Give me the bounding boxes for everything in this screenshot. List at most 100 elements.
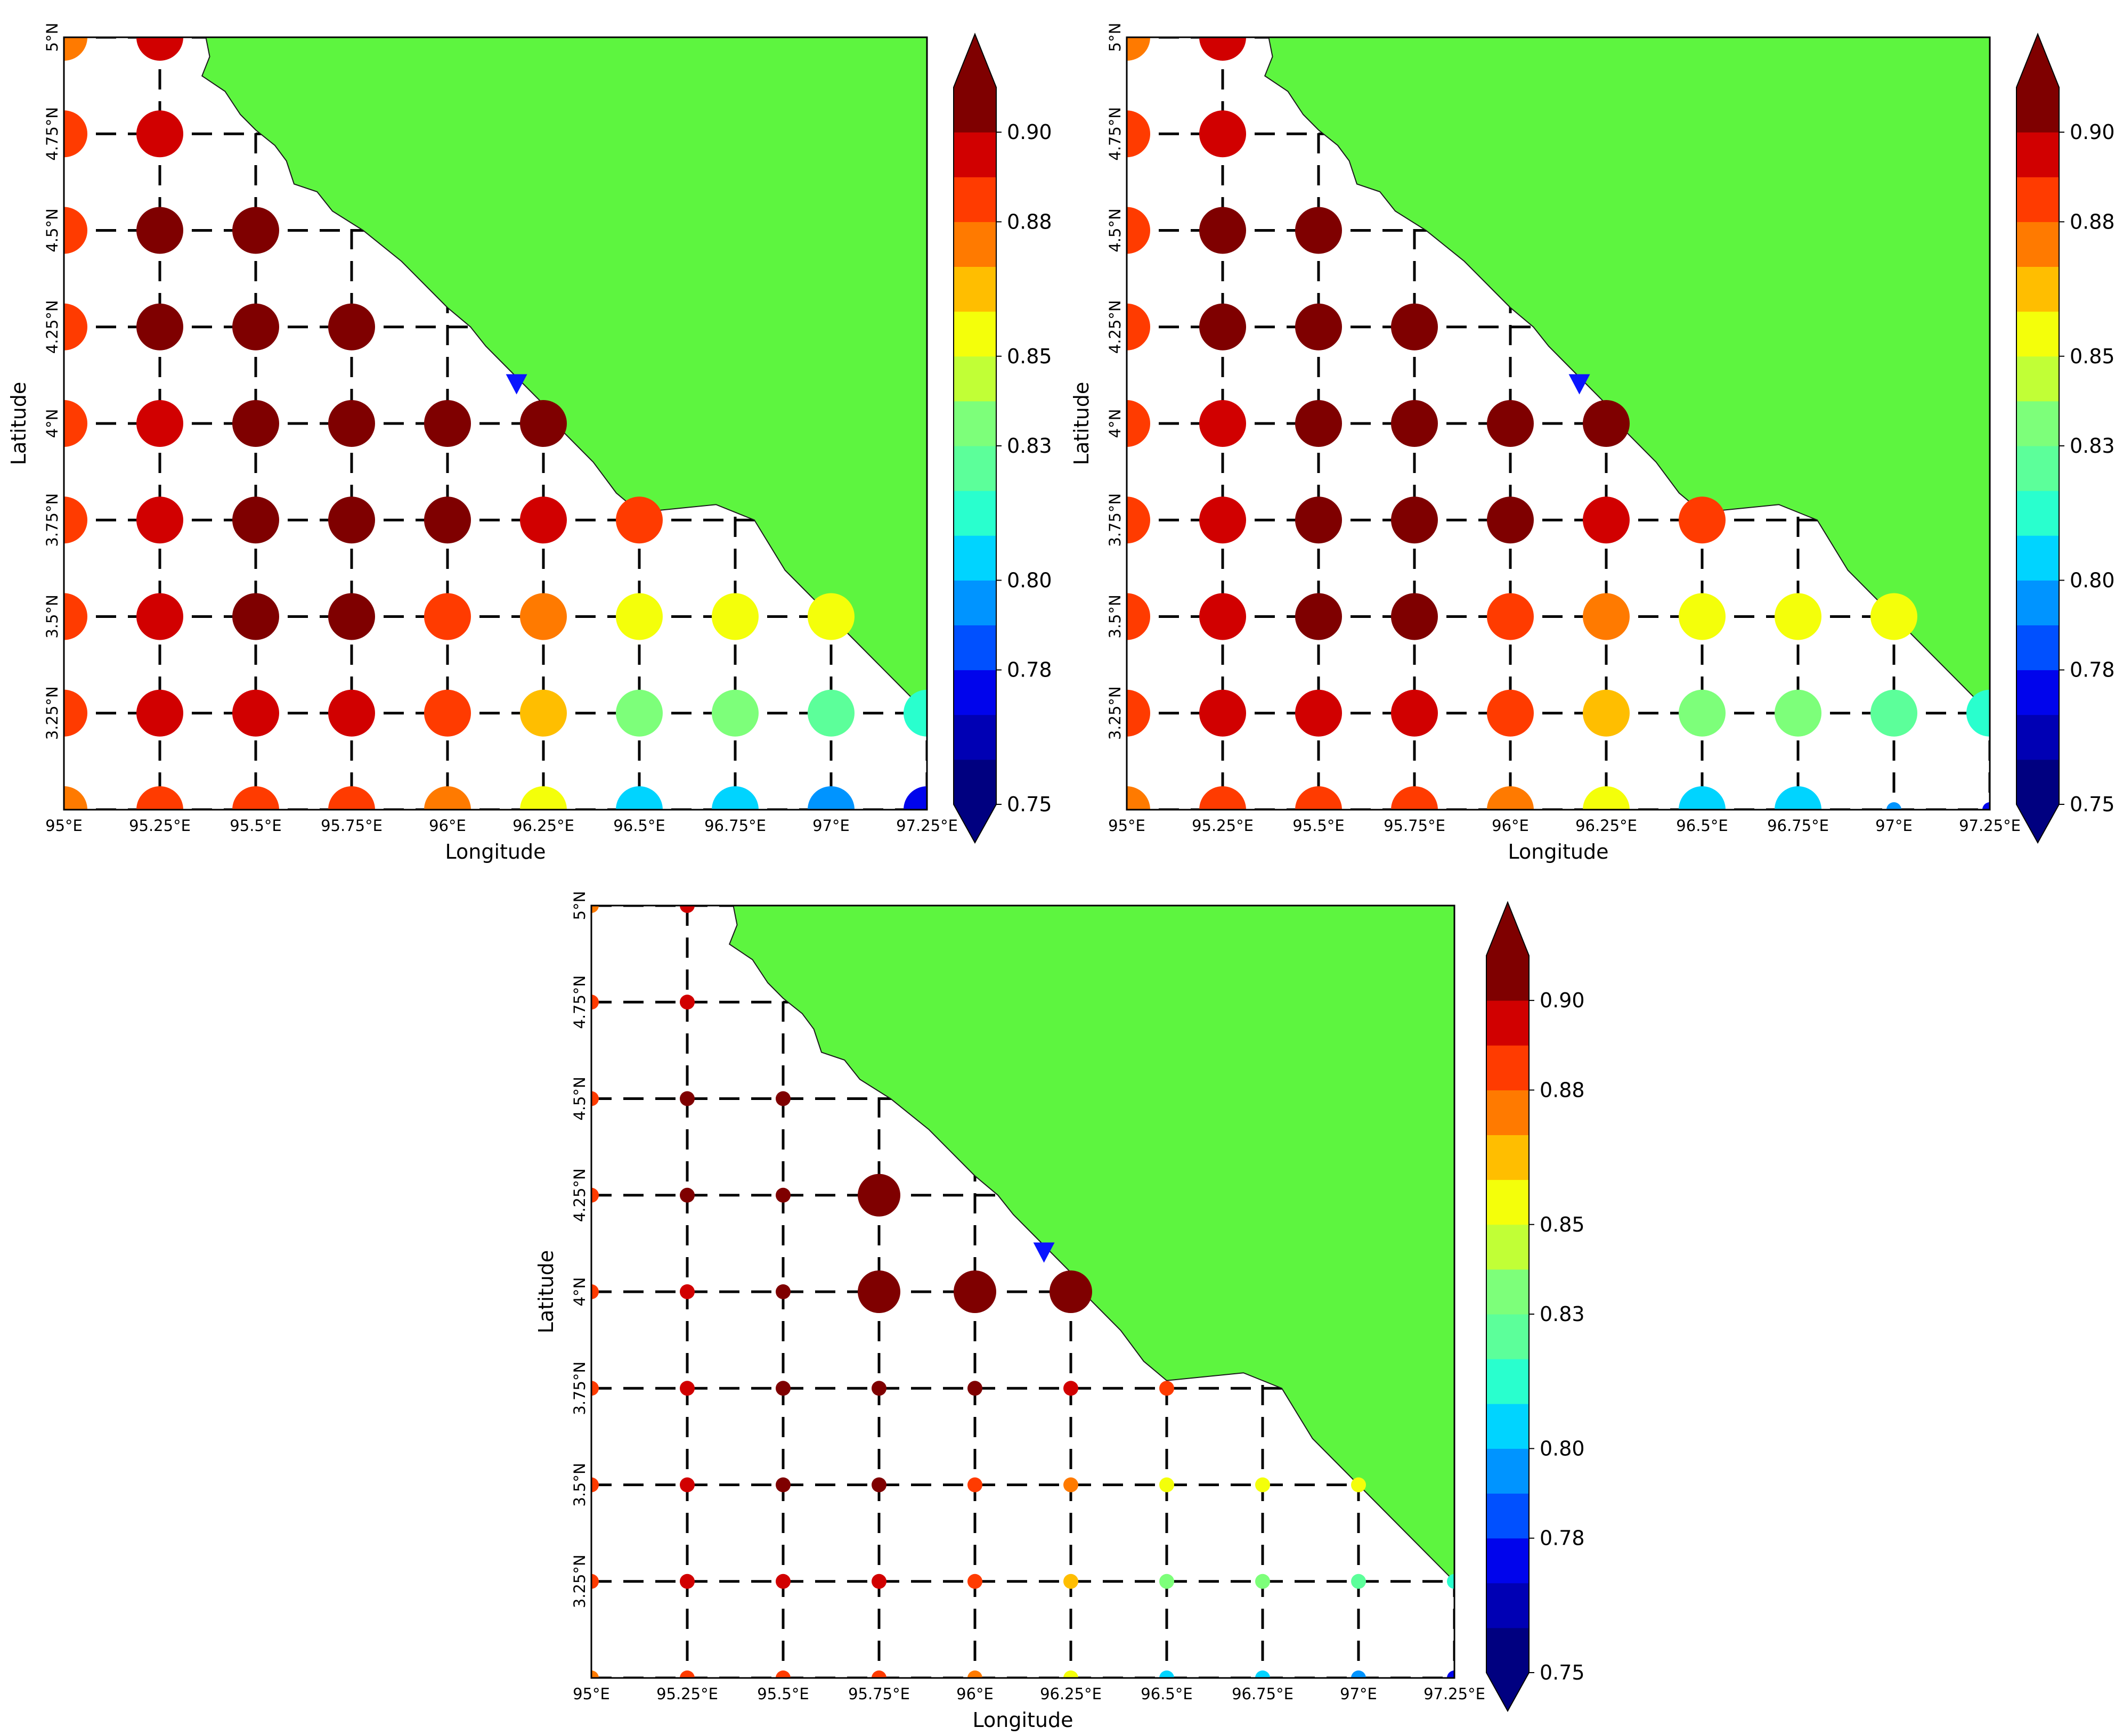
colorbar-segment — [1486, 1627, 1529, 1673]
colorbar-extend-bottom — [1486, 1673, 1529, 1711]
data-point — [858, 1173, 900, 1217]
data-point — [1679, 593, 1726, 640]
colorbar-segment — [2016, 670, 2059, 715]
colorbar-segment — [1486, 1269, 1529, 1315]
data-point — [680, 1187, 695, 1203]
data-point — [1775, 689, 1821, 737]
x-tick-label: 95.75°E — [321, 817, 383, 835]
data-point — [872, 1477, 886, 1493]
y-tick-label: 3.75°N — [1106, 493, 1124, 547]
y-tick-label: 4.25°N — [43, 300, 61, 354]
data-point — [1159, 1381, 1174, 1396]
data-point — [1159, 1670, 1174, 1678]
data-point — [1886, 802, 1901, 810]
data-point — [1391, 400, 1438, 447]
colorbar-segment — [954, 759, 996, 805]
plot-area — [64, 37, 927, 810]
colorbar-tick-label: 0.88 — [2070, 210, 2115, 233]
colorbar-extend-top — [1486, 902, 1529, 956]
colorbar-segment — [954, 177, 996, 222]
colorbar-tick-label: 0.75 — [1540, 1661, 1585, 1684]
colorbar-tick-label: 0.90 — [1007, 120, 1052, 144]
x-tick-label: 95.5°E — [230, 817, 281, 835]
data-point — [1295, 400, 1342, 447]
data-point — [1159, 1574, 1174, 1589]
colorbar-segment — [2016, 87, 2059, 133]
data-point — [1199, 110, 1246, 158]
data-point — [967, 1670, 982, 1678]
x-tick-label: 96.25°E — [1040, 1685, 1102, 1703]
data-point — [808, 786, 855, 810]
data-point — [591, 1381, 599, 1396]
y-tick-label: 3.25°N — [43, 686, 61, 740]
data-point — [1127, 496, 1150, 544]
data-point — [328, 303, 375, 351]
data-point — [967, 1574, 982, 1589]
data-point — [424, 496, 471, 544]
data-point — [616, 786, 663, 810]
data-point — [680, 1091, 695, 1106]
colorbar: 0.90 0.88 0.85 0.83 0.80 0.78 0.75 — [953, 32, 1052, 844]
data-point — [232, 786, 279, 810]
colorbar-segment — [954, 446, 996, 491]
y-tick-label: 4.5°N — [571, 1077, 589, 1120]
colorbar-segment — [1486, 1583, 1529, 1628]
data-point — [712, 593, 759, 640]
data-point — [1775, 593, 1821, 640]
data-point — [1295, 496, 1342, 544]
data-point — [616, 689, 663, 737]
colorbar-segment — [1486, 1448, 1529, 1494]
data-point — [680, 1574, 695, 1589]
data-point — [232, 593, 279, 640]
data-point — [776, 1477, 791, 1493]
data-point — [808, 593, 855, 640]
data-point — [424, 593, 471, 640]
data-point — [1583, 400, 1630, 447]
colorbar-segment — [2016, 311, 2059, 357]
data-point — [1966, 689, 1990, 737]
data-point — [1127, 207, 1150, 254]
x-tick-label: 95.25°E — [129, 817, 191, 835]
data-point — [328, 496, 375, 544]
x-tick-label: 95.5°E — [1292, 817, 1344, 835]
colorbar-segment — [954, 625, 996, 671]
colorbar-tick-label: 0.78 — [2070, 658, 2115, 682]
data-point — [232, 303, 279, 351]
data-point — [232, 207, 279, 254]
data-point — [776, 1187, 791, 1203]
data-point — [1583, 496, 1630, 544]
data-point — [1255, 1574, 1270, 1589]
data-point — [1447, 1670, 1454, 1678]
x-tick-label: 97.25°E — [1423, 1685, 1485, 1703]
colorbar-tick-label: 0.78 — [1007, 658, 1052, 682]
map-svg-top-right: 95°E 95.25°E 95.5°E 95.75°E 96°E 96.25°E 96.5°… — [1070, 23, 2115, 863]
data-point — [1199, 400, 1246, 447]
colorbar-segment — [2016, 222, 2059, 267]
data-point — [64, 786, 87, 810]
data-point — [1127, 37, 1150, 61]
colorbar-segment — [1486, 1045, 1529, 1090]
colorbar-segment — [954, 311, 996, 357]
data-point — [1295, 303, 1342, 351]
y-axis-label: Latitude — [534, 1250, 558, 1333]
data-point — [1351, 1670, 1366, 1678]
data-point — [1127, 689, 1150, 737]
plot-area — [591, 906, 1454, 1678]
data-point — [591, 995, 599, 1010]
y-tick-label: 4.75°N — [1106, 107, 1124, 161]
x-tick-label: 97°E — [1875, 817, 1913, 835]
data-point — [1127, 593, 1150, 640]
data-point — [1127, 303, 1150, 351]
data-point — [872, 1574, 886, 1589]
data-point — [1583, 593, 1630, 640]
colorbar-tick-label: 0.83 — [2070, 434, 2115, 458]
data-point — [1127, 400, 1150, 447]
data-point — [424, 400, 471, 447]
colorbar-segment — [2016, 401, 2059, 446]
x-tick-label: 96°E — [1492, 817, 1529, 835]
map-panel-bottom: 95°E 95.25°E 95.5°E 95.75°E 96°E 96.25°E 96.5°… — [527, 868, 1585, 1736]
colorbar-extend-top — [954, 34, 996, 87]
data-point — [776, 1574, 791, 1589]
colorbar-tick-label: 0.75 — [1007, 793, 1052, 816]
x-tick-label: 96.5°E — [613, 817, 665, 835]
